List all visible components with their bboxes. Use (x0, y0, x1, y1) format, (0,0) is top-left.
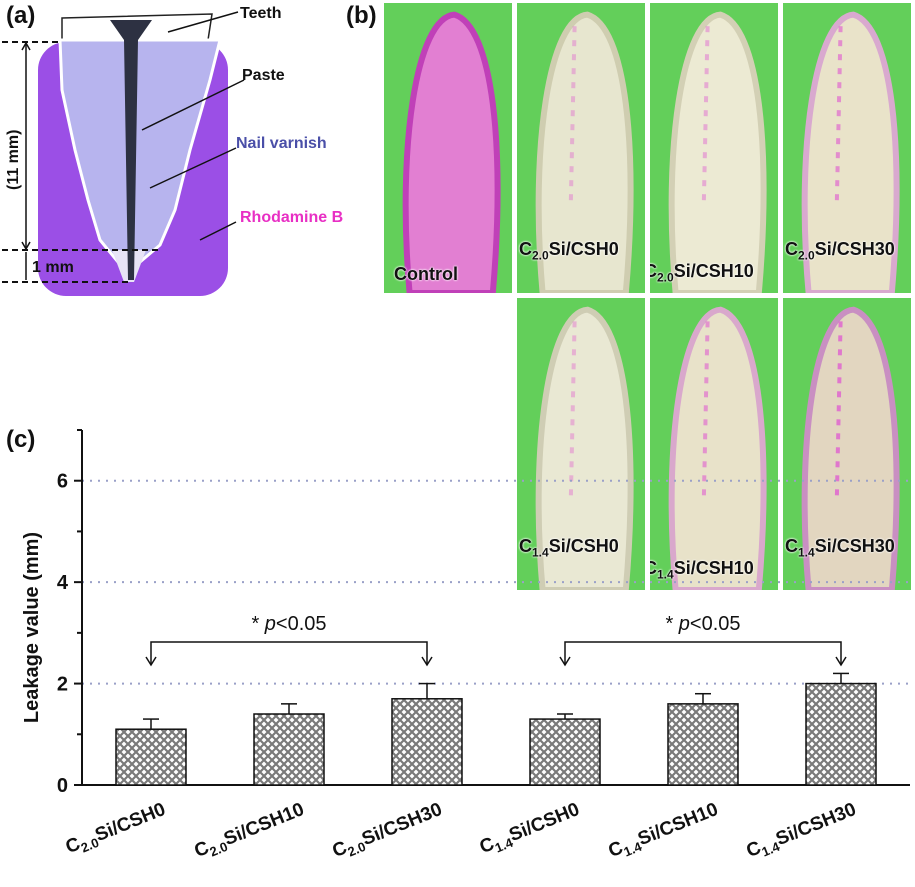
photo-sample-5: C1.4Si/CSH10 (650, 298, 778, 590)
bar (253, 713, 325, 786)
arrow-down-icon (559, 656, 571, 667)
bar (529, 718, 601, 786)
label-rhodamine: Rhodamine B (240, 209, 343, 226)
photo-sample-6: C1.4Si/CSH30 (783, 298, 911, 590)
bar (391, 698, 463, 786)
y-tick-label: 6 (57, 471, 68, 493)
y-axis-label: Leakage value (mm) (21, 532, 43, 723)
photo-control: Control (384, 3, 512, 293)
panel-label-b: (b) (346, 2, 377, 29)
y-tick-label: 4 (57, 572, 69, 594)
significance-label: * p<0.05 (251, 613, 326, 635)
bar (805, 682, 877, 786)
tooth-photo-icon (801, 11, 900, 293)
dim-arrow-down (21, 241, 31, 251)
y-tick-label: 2 (57, 674, 68, 696)
tooth-schematic: Teeth Paste Nail varnish Rhodamine B (11… (2, 5, 343, 296)
bar (115, 728, 187, 786)
photo-caption: C1.4Si/CSH0 (519, 536, 619, 560)
photo-sample-2: C2.0Si/CSH10 (650, 3, 778, 293)
tooth-photo-icon (668, 11, 767, 293)
significance-bracket (564, 641, 842, 665)
arrow-down-icon (421, 656, 433, 667)
tooth-photo-icon (801, 306, 900, 590)
dim-arrow-up (21, 41, 31, 51)
label-paste: Paste (242, 67, 285, 84)
arrow-down-icon (145, 656, 157, 667)
photo-caption: C2.0Si/CSH10 (650, 261, 754, 285)
photo-caption: C1.4Si/CSH10 (650, 558, 754, 582)
photo-sample-4: C1.4Si/CSH0 (517, 298, 645, 590)
photo-caption: C2.0Si/CSH30 (785, 239, 895, 263)
significance-bracket (150, 641, 428, 665)
tooth-photo-icon (535, 306, 634, 590)
label-teeth: Teeth (240, 5, 281, 22)
label-11mm: (11 mm) (5, 130, 22, 190)
label-nail-varnish: Nail varnish (236, 135, 327, 152)
pointer-rhodamine (199, 221, 237, 241)
pointer-teeth (167, 11, 239, 33)
tooth-photo-icon (535, 11, 634, 293)
panel-label-a: (a) (6, 2, 36, 29)
photo-caption: C1.4Si/CSH30 (785, 536, 895, 560)
tooth-photo-icon (668, 306, 767, 590)
photo-caption: C2.0Si/CSH0 (519, 239, 619, 263)
arrow-down-icon (835, 656, 847, 667)
significance-label: * p<0.05 (665, 613, 740, 635)
photo-sample-1: C2.0Si/CSH0 (517, 3, 645, 293)
photo-sample-3: C2.0Si/CSH30 (783, 3, 911, 293)
label-1mm: 1 mm (32, 259, 74, 276)
panel-label-c: (c) (6, 426, 36, 453)
pointer-paste (141, 79, 245, 131)
photo-caption: Control (394, 264, 458, 284)
bar (667, 703, 739, 786)
tooth-photo-icon (402, 11, 501, 293)
pointer-varnish (149, 147, 237, 189)
y-tick-label: 0 (57, 775, 68, 797)
paste-fill (110, 20, 152, 280)
